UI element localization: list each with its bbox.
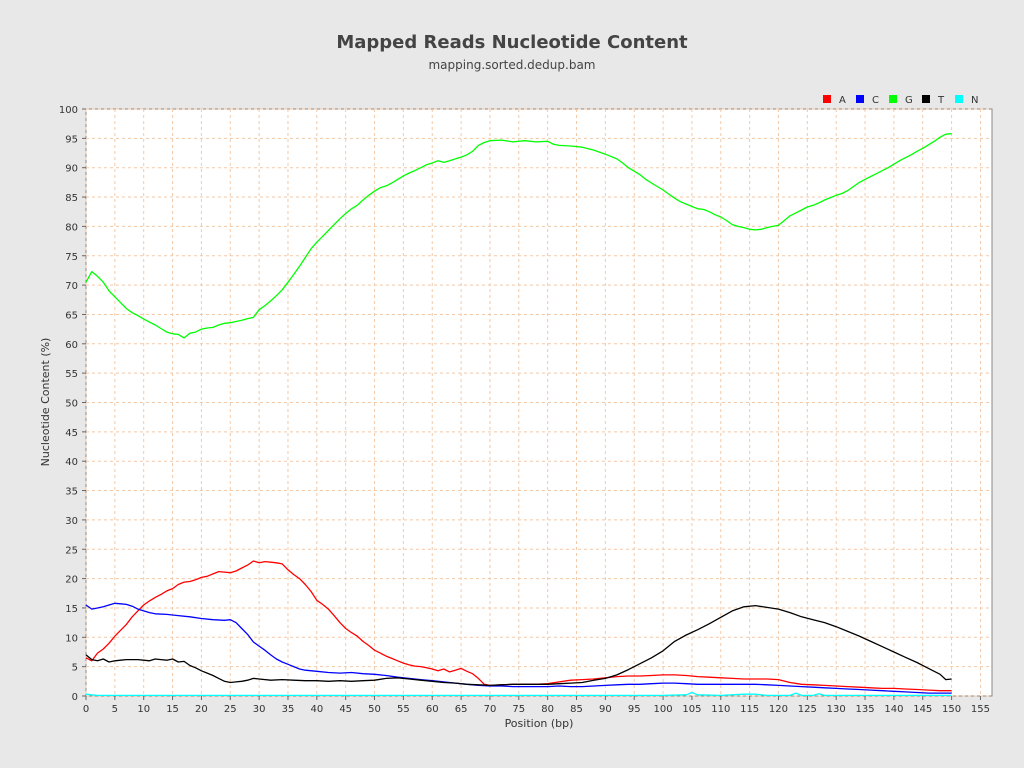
x-tick-label: 105 (682, 704, 701, 715)
x-tick-label: 90 (599, 704, 612, 715)
series-line-T (85, 604, 952, 687)
legend-swatch-T (922, 95, 930, 103)
y-tick-label: 50 (65, 399, 78, 410)
x-tick-label: 0 (83, 704, 89, 715)
legend-label-A: A (839, 95, 846, 106)
x-tick-label: 30 (253, 704, 266, 715)
y-tick-label: 15 (65, 604, 78, 615)
x-tick-label: 120 (769, 704, 788, 715)
legend-label-T: T (937, 95, 945, 106)
x-tick-label: 130 (827, 704, 846, 715)
chart-title: Mapped Reads Nucleotide Content (336, 32, 688, 53)
y-tick-label: 85 (65, 193, 78, 204)
legend-label-N: N (971, 95, 978, 106)
y-tick-label: 90 (65, 164, 78, 175)
series-line-A (85, 560, 952, 692)
x-tick-label: 60 (426, 704, 439, 715)
y-tick-label: 95 (65, 134, 78, 145)
y-tick-label: 5 (72, 663, 78, 674)
x-tick-label: 50 (368, 704, 381, 715)
x-tick-label: 40 (310, 704, 323, 715)
x-tick-label: 55 (397, 704, 410, 715)
y-tick-label: 55 (65, 369, 78, 380)
x-tick-label: 80 (541, 704, 554, 715)
x-tick-label: 15 (166, 704, 179, 715)
x-tick-label: 110 (711, 704, 730, 715)
y-tick-label: 70 (65, 281, 78, 292)
y-tick-label: 40 (65, 457, 78, 468)
x-tick-label: 145 (913, 704, 932, 715)
legend-swatch-C (856, 95, 864, 103)
y-tick-label: 35 (65, 487, 78, 498)
x-tick-label: 75 (512, 704, 525, 715)
x-tick-label: 140 (884, 704, 903, 715)
legend-label-C: C (872, 95, 879, 106)
x-tick-label: 25 (224, 704, 237, 715)
y-tick-label: 60 (65, 340, 78, 351)
y-tick-label: 10 (65, 633, 78, 644)
x-tick-label: 70 (484, 704, 497, 715)
x-tick-label: 150 (942, 704, 961, 715)
legend-label-G: G (905, 95, 913, 106)
x-tick-label: 10 (137, 704, 150, 715)
y-tick-label: 0 (72, 692, 78, 703)
axes: 0 5 10 15 20 25 30 35 40 45 50 55 60 65 70 75 80 85 90 95 10… (59, 105, 990, 715)
y-tick-label: 25 (65, 545, 78, 556)
x-tick-label: 125 (798, 704, 817, 715)
y-tick-label: 100 (59, 105, 78, 116)
grid-lines (85, 108, 992, 697)
x-tick-label: 115 (740, 704, 759, 715)
series-line-G (85, 133, 952, 339)
x-tick-label: 155 (971, 704, 990, 715)
x-tick-label: 100 (654, 704, 673, 715)
chart-subtitle: mapping.sorted.dedup.bam (428, 58, 595, 72)
y-tick-label: 45 (65, 428, 78, 439)
x-tick-label: 95 (628, 704, 641, 715)
y-tick-label: 75 (65, 252, 78, 263)
y-axis-label: Nucleotide Content (%) (39, 338, 52, 467)
y-tick-label: 65 (65, 310, 78, 321)
y-tick-label: 30 (65, 516, 78, 527)
x-tick-label: 135 (855, 704, 874, 715)
x-tick-label: 85 (570, 704, 583, 715)
series-line-N (85, 691, 952, 697)
x-tick-label: 20 (195, 704, 208, 715)
legend-swatch-A (823, 95, 831, 103)
x-tick-label: 65 (455, 704, 468, 715)
y-tick-label: 20 (65, 575, 78, 586)
legend-swatch-G (889, 95, 897, 103)
x-tick-label: 35 (282, 704, 295, 715)
legend-swatch-N (955, 95, 963, 103)
series-lines (85, 133, 952, 697)
y-tick-label: 80 (65, 222, 78, 233)
x-tick-label: 45 (339, 704, 352, 715)
x-tick-label: 5 (112, 704, 118, 715)
x-axis-label: Position (bp) (505, 717, 574, 730)
